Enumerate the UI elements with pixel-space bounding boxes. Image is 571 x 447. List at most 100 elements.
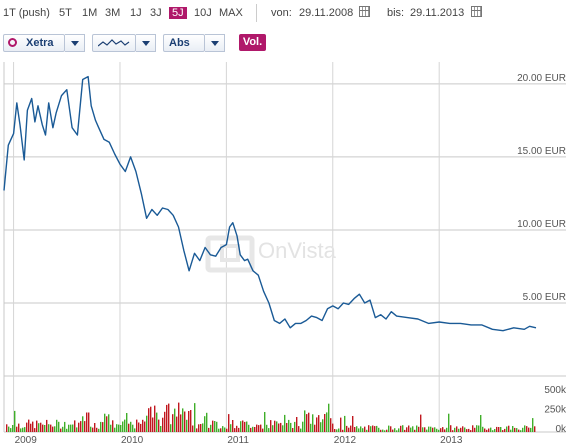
- volume-bar: [222, 426, 224, 432]
- volume-bar: [286, 423, 288, 432]
- volume-bar: [122, 421, 124, 432]
- volume-bar: [34, 428, 36, 432]
- volume-bar: [434, 427, 436, 432]
- volume-bar: [516, 428, 518, 432]
- volume-bar: [160, 426, 162, 432]
- volume-bar: [368, 425, 370, 432]
- range-5t[interactable]: 5T: [59, 7, 72, 19]
- volume-bar: [38, 423, 40, 432]
- range-1m[interactable]: 1M: [82, 7, 98, 19]
- volume-bar: [102, 422, 104, 432]
- volume-bar: [326, 412, 328, 432]
- volume-bar: [476, 425, 478, 432]
- volume-bar: [268, 428, 270, 432]
- volume-bar: [180, 414, 182, 432]
- volume-bar: [412, 426, 414, 432]
- volume-bar: [304, 410, 306, 432]
- exchange-dropdown-button[interactable]: [65, 34, 85, 52]
- volume-bar: [444, 429, 446, 432]
- range-1t-push[interactable]: 1T (push): [3, 7, 50, 19]
- volume-bar: [44, 425, 46, 432]
- scale-dropdown-button[interactable]: [205, 34, 225, 52]
- volume-bar: [218, 428, 220, 432]
- volume-bar: [400, 425, 402, 432]
- volume-bar: [234, 428, 236, 432]
- volume-bar: [272, 425, 274, 432]
- volume-bar: [364, 426, 366, 432]
- volume-bar: [452, 430, 454, 432]
- volume-bar: [518, 429, 520, 432]
- volume-bar: [378, 427, 380, 432]
- volume-bar: [128, 423, 130, 432]
- x-tick-label: 2011: [227, 435, 249, 446]
- volume-bar: [330, 418, 332, 432]
- volume-bar: [334, 429, 336, 432]
- volume-bar: [30, 423, 32, 432]
- volume-bar: [14, 410, 16, 432]
- volume-bar: [422, 427, 424, 432]
- calendar-icon[interactable]: [471, 6, 482, 17]
- range-10j[interactable]: 10J: [194, 7, 212, 19]
- volume-toggle-button[interactable]: Vol.: [239, 34, 266, 51]
- volume-bar: [50, 424, 52, 432]
- volume-bar: [406, 427, 408, 432]
- volume-bar: [404, 429, 406, 432]
- chart-type-dropdown-button[interactable]: [136, 34, 156, 52]
- volume-bar: [60, 428, 62, 432]
- range-1j[interactable]: 1J: [130, 7, 142, 19]
- volume-bar: [108, 414, 110, 432]
- calendar-icon[interactable]: [359, 6, 370, 17]
- volume-bar: [158, 419, 160, 432]
- volume-bar: [252, 426, 254, 432]
- price-line: [3, 75, 537, 332]
- volume-bar: [506, 426, 508, 432]
- volume-bar: [394, 428, 396, 432]
- volume-bar: [310, 423, 312, 432]
- x-tick-label: 2013: [440, 435, 463, 446]
- chart-type-select[interactable]: [92, 34, 136, 52]
- volume-bar: [192, 425, 194, 432]
- volume-bar: [74, 420, 76, 432]
- volume-bar: [146, 415, 148, 432]
- volume-bar: [214, 421, 216, 432]
- volume-bar: [194, 403, 196, 432]
- range-max[interactable]: MAX: [219, 7, 243, 19]
- y-tick-label: 20.00 EUR: [517, 73, 566, 84]
- volume-bar: [98, 428, 100, 432]
- volume-bar: [244, 421, 246, 432]
- volume-bar: [10, 428, 12, 432]
- volume-bar: [432, 427, 434, 432]
- volume-bar: [120, 425, 122, 432]
- line-chart-icon: [98, 39, 130, 47]
- range-3m[interactable]: 3M: [105, 7, 121, 19]
- volume-bar: [80, 421, 82, 432]
- volume-bar: [528, 427, 530, 432]
- volume-bar: [152, 417, 154, 432]
- from-date[interactable]: 29.11.2008: [299, 7, 354, 19]
- volume-bar: [52, 426, 54, 432]
- volume-bar: [226, 428, 228, 432]
- volume-tick-label: 500k: [544, 385, 567, 396]
- volume-bar: [54, 426, 56, 432]
- volume-bar: [398, 428, 400, 432]
- x-tick-label: 2009: [15, 435, 38, 446]
- exchange-select[interactable]: Xetra: [3, 34, 65, 52]
- volume-bar: [426, 429, 428, 432]
- volume-bar: [488, 428, 490, 432]
- volume-bar: [448, 413, 450, 432]
- volume-bar: [20, 428, 22, 432]
- volume-bar: [8, 426, 10, 432]
- volume-bar: [468, 428, 470, 432]
- range-3j[interactable]: 3J: [150, 7, 162, 19]
- volume-bar: [68, 424, 70, 432]
- scale-select[interactable]: Abs: [163, 34, 205, 52]
- to-date[interactable]: 29.11.2013: [410, 7, 465, 19]
- volume-bar: [450, 425, 452, 432]
- volume-bar: [534, 426, 536, 432]
- volume-bar: [346, 425, 348, 432]
- volume-bar: [230, 424, 232, 432]
- volume-bar: [494, 429, 496, 432]
- volume-bar: [262, 428, 264, 432]
- range-5j[interactable]: 5J: [169, 7, 187, 19]
- volume-bar: [454, 427, 456, 432]
